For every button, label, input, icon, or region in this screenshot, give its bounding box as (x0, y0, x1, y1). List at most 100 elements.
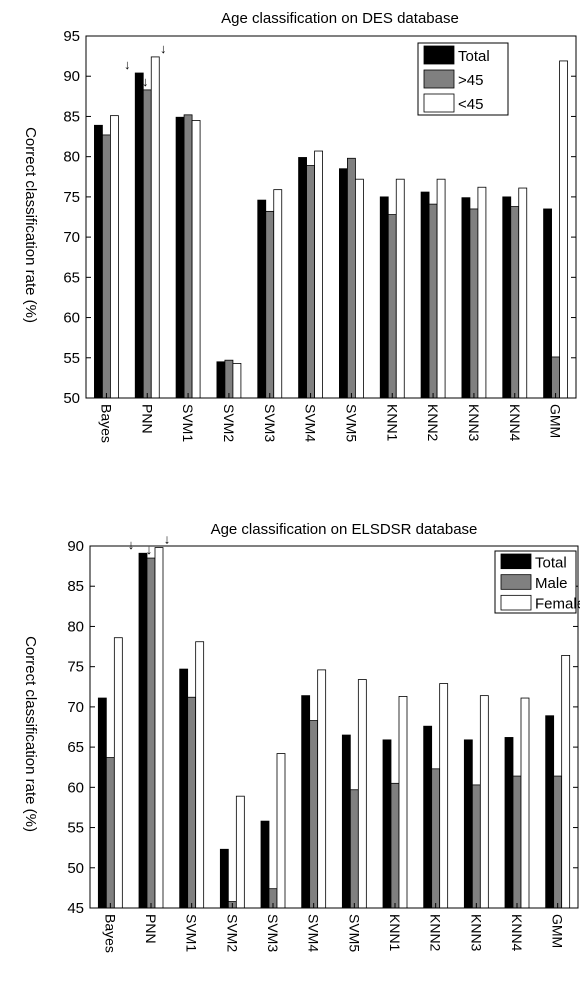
y-tick-label: 75 (63, 189, 80, 206)
arrow-annotation: ↓ (164, 532, 171, 547)
x-tick-label: Bayes (98, 404, 114, 443)
y-tick-label: 75 (67, 659, 84, 676)
bar-Female-knn4 (520, 697, 530, 909)
bar-45-knn1 (395, 178, 405, 399)
x-tick-label: KNN2 (425, 404, 441, 442)
legend: Total >45 <45 (417, 42, 509, 116)
bar-45-svm1 (183, 114, 193, 399)
bar-45-gmm (559, 60, 568, 399)
bar-Total-gmm (543, 208, 552, 399)
bar-Total-svm4 (301, 695, 311, 909)
plot-frame (85, 35, 577, 399)
x-axis-tick-labels: Bayes PNN SVM1 SVM2 SVM3 SVM4 SVM5 KNN1 KNN2 KNN3… (102, 914, 565, 953)
bar-45-bayes (102, 134, 111, 399)
y-tick-label: 50 (63, 390, 80, 407)
bar-Total-knn4 (502, 196, 512, 399)
bar-Female-pnn (154, 547, 164, 909)
bar-45-knn4 (518, 187, 528, 399)
bar-Male-knn2 (431, 768, 441, 909)
x-tick-label: KNN3 (466, 404, 482, 442)
y-tick-label: 65 (63, 269, 80, 286)
des-chart: Age classification on DES database Corre… (22, 10, 577, 443)
bar-Total-bayes (94, 124, 103, 399)
y-tick-label: 80 (63, 149, 80, 166)
x-tick-label: SVM2 (221, 404, 237, 442)
legend-swatch (423, 69, 455, 89)
y-tick-label: 70 (63, 229, 80, 246)
bar-Total-knn3 (463, 739, 473, 909)
x-tick-label: SVM3 (265, 914, 281, 952)
legend-swatch (500, 574, 532, 590)
bar-Female-svm5 (357, 679, 367, 909)
y-tick-label: 90 (63, 68, 80, 85)
x-tick-label: SVM4 (303, 404, 319, 442)
y-tick-label: 55 (63, 350, 80, 367)
x-tick-label: SVM5 (343, 404, 359, 442)
bar-45-svm4 (314, 150, 323, 399)
bar-Male-knn4 (512, 775, 522, 909)
bar-45-svm5 (355, 178, 364, 399)
bar-Male-svm1 (187, 696, 197, 909)
bar-45-bayes (110, 115, 119, 399)
chart-title: Age classification on ELSDSR database (211, 521, 478, 538)
legend-swatch (423, 45, 455, 65)
x-tick-label: SVM1 (180, 404, 196, 442)
bar-Total-knn3 (461, 197, 471, 399)
bar-Total-knn4 (504, 737, 514, 909)
legend-label: Total (458, 48, 490, 65)
y-tick-label: 90 (67, 538, 84, 555)
legend-label: Female (535, 596, 580, 613)
bar-Female-svm1 (195, 641, 205, 909)
bar-Total-svm1 (175, 116, 185, 399)
bar-Total-knn1 (379, 196, 389, 399)
bar-45-pnn (150, 56, 160, 399)
bar-45-knn4 (510, 206, 520, 399)
bar-45-knn3 (469, 208, 479, 399)
bar-Total-pnn (138, 552, 148, 909)
y-tick-label: 85 (63, 108, 80, 125)
bar-Total-bayes (97, 697, 107, 909)
x-tick-label: PNN (143, 914, 159, 944)
arrow-annotation: ↓ (142, 74, 149, 89)
bar-Female-gmm (561, 655, 571, 909)
bar-marks (97, 547, 571, 909)
x-tick-label: KNN3 (468, 914, 484, 952)
y-tick-label: 65 (67, 739, 84, 756)
y-axis-label: Correct classification rate (%) (22, 636, 39, 832)
legend-label: Male (535, 575, 568, 592)
elsdsr-chart: Age classification on ELSDSR database Co… (22, 521, 580, 953)
bar-45-knn1 (387, 214, 397, 399)
bar-Male-knn3 (471, 784, 481, 909)
x-axis-tick-labels: Bayes PNN SVM1 SVM2 SVM3 SVM4 SVM5 KNN1 KNN2 KNN3… (98, 404, 563, 443)
x-tick-label: KNN4 (509, 914, 525, 952)
bar-Male-svm4 (309, 720, 319, 909)
y-tick-label: 70 (67, 699, 84, 716)
bar-45-svm3 (273, 189, 283, 399)
x-tick-label: SVM5 (346, 914, 362, 952)
legend: Total Male Female (494, 550, 580, 614)
y-tick-label: 60 (67, 779, 84, 796)
arrow-annotation: ↓ (146, 542, 153, 557)
bar-45-svm4 (306, 165, 315, 399)
bar-Male-knn1 (390, 782, 400, 909)
bar-45-pnn (142, 89, 152, 399)
bar-Female-knn3 (479, 695, 489, 909)
x-tick-label: GMM (548, 404, 564, 438)
bar-Total-knn1 (382, 739, 392, 909)
bar-Female-bayes (113, 637, 123, 909)
legend-label: >45 (458, 72, 483, 89)
bar-Female-knn1 (398, 696, 408, 909)
y-tick-label: 50 (67, 860, 84, 877)
x-tick-label: Bayes (102, 914, 118, 953)
x-tick-label: SVM3 (262, 404, 278, 442)
x-tick-label: PNN (139, 404, 155, 434)
y-tick-label: 55 (67, 820, 84, 837)
x-tick-label: SVM1 (184, 914, 200, 952)
bar-45-svm2 (232, 363, 242, 399)
bar-Total-knn2 (423, 725, 433, 909)
bar-Total-svm2 (216, 361, 226, 399)
y-tick-label: 60 (63, 310, 80, 327)
y-tick-label: 80 (67, 618, 84, 635)
bar-45-knn3 (477, 186, 487, 399)
bar-Male-bayes (105, 757, 115, 909)
